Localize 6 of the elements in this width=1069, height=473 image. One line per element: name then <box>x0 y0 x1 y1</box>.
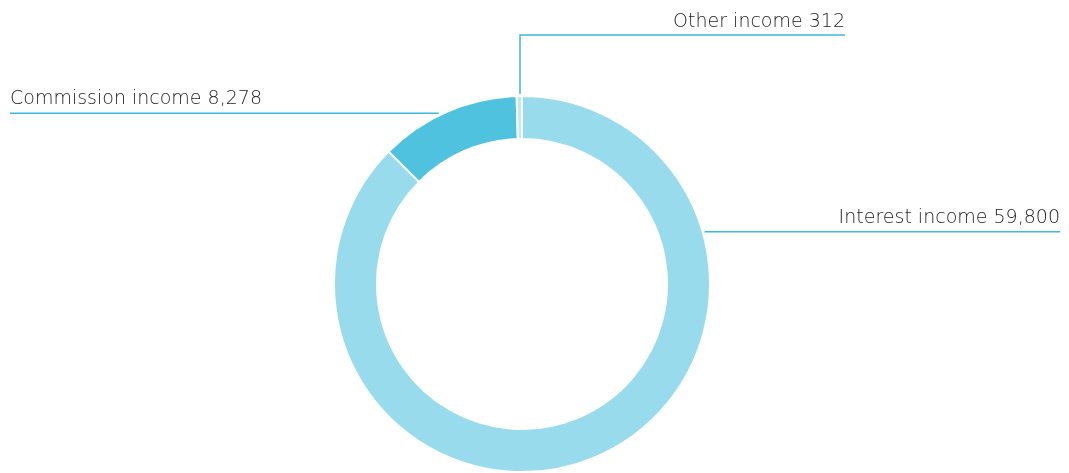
data-label: 312 <box>808 9 845 31</box>
data-label: 8,278 <box>207 86 263 109</box>
data-label: 59,800 <box>993 204 1060 227</box>
slice-label: Interest income <box>838 204 988 227</box>
slice-label: Other income <box>673 9 803 31</box>
slice-label: Commission income <box>10 86 202 109</box>
